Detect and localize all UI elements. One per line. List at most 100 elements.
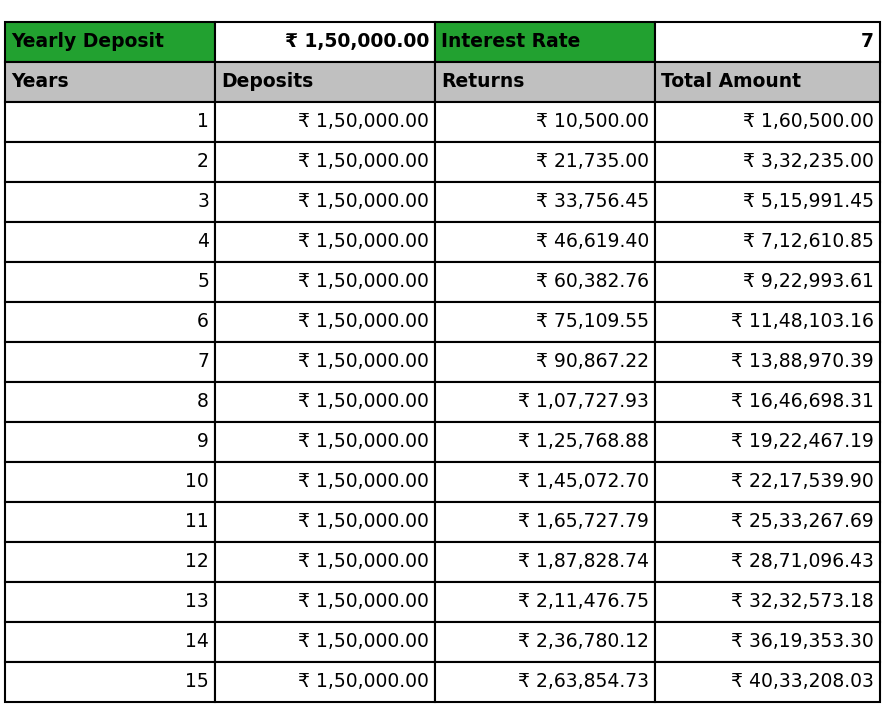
Bar (215, 142, 435, 181)
Bar (435, 101, 655, 142)
Bar (655, 22, 880, 61)
Bar (435, 662, 655, 701)
Bar (5, 502, 215, 542)
Bar (655, 142, 880, 181)
Bar (655, 262, 880, 301)
Bar (435, 341, 655, 382)
Text: ₹ 32,32,573.18: ₹ 32,32,573.18 (731, 592, 874, 611)
Text: 7: 7 (197, 352, 209, 371)
Bar (435, 542, 655, 581)
Bar (215, 262, 435, 301)
Bar (215, 221, 435, 262)
Text: Interest Rate: Interest Rate (441, 32, 581, 51)
Text: ₹ 90,867.22: ₹ 90,867.22 (536, 352, 649, 371)
Text: ₹ 1,50,000.00: ₹ 1,50,000.00 (298, 552, 429, 571)
Bar (655, 542, 880, 581)
Bar (655, 101, 880, 142)
Text: ₹ 19,22,467.19: ₹ 19,22,467.19 (731, 432, 874, 451)
Bar (435, 22, 655, 61)
Text: ₹ 1,50,000.00: ₹ 1,50,000.00 (298, 112, 429, 131)
Bar (5, 262, 215, 301)
Text: ₹ 1,50,000.00: ₹ 1,50,000.00 (298, 472, 429, 491)
Bar (215, 301, 435, 341)
Text: ₹ 1,50,000.00: ₹ 1,50,000.00 (298, 352, 429, 371)
Text: ₹ 1,50,000.00: ₹ 1,50,000.00 (298, 232, 429, 251)
Bar (435, 382, 655, 422)
Text: ₹ 1,50,000.00: ₹ 1,50,000.00 (298, 392, 429, 411)
Text: 14: 14 (185, 632, 209, 651)
Text: ₹ 1,50,000.00: ₹ 1,50,000.00 (298, 592, 429, 611)
Text: Yearly Deposit: Yearly Deposit (11, 32, 164, 51)
Text: 12: 12 (185, 552, 209, 571)
Bar (435, 262, 655, 301)
Text: ₹ 2,11,476.75: ₹ 2,11,476.75 (518, 592, 649, 611)
Bar (215, 181, 435, 221)
Text: ₹ 13,88,970.39: ₹ 13,88,970.39 (731, 352, 874, 371)
Bar (435, 221, 655, 262)
Text: ₹ 22,17,539.90: ₹ 22,17,539.90 (731, 472, 874, 491)
Bar (215, 581, 435, 622)
Bar (435, 181, 655, 221)
Bar (215, 461, 435, 502)
Bar (5, 461, 215, 502)
Bar (435, 461, 655, 502)
Bar (5, 181, 215, 221)
Bar (5, 61, 215, 101)
Bar (215, 422, 435, 461)
Bar (655, 221, 880, 262)
Bar (655, 581, 880, 622)
Bar (215, 662, 435, 701)
Bar (655, 622, 880, 662)
Text: ₹ 1,87,828.74: ₹ 1,87,828.74 (518, 552, 649, 571)
Text: 11: 11 (185, 512, 209, 531)
Bar (5, 22, 215, 61)
Bar (215, 101, 435, 142)
Text: ₹ 1,50,000.00: ₹ 1,50,000.00 (298, 672, 429, 691)
Text: ₹ 75,109.55: ₹ 75,109.55 (536, 312, 649, 331)
Bar (5, 142, 215, 181)
Text: ₹ 28,71,096.43: ₹ 28,71,096.43 (731, 552, 874, 571)
Text: ₹ 2,63,854.73: ₹ 2,63,854.73 (518, 672, 649, 691)
Bar (655, 662, 880, 701)
Bar (215, 22, 435, 61)
Bar (215, 502, 435, 542)
Text: ₹ 1,45,072.70: ₹ 1,45,072.70 (518, 472, 649, 491)
Text: 4: 4 (197, 232, 209, 251)
Text: Years: Years (11, 72, 69, 91)
Text: ₹ 21,735.00: ₹ 21,735.00 (536, 152, 649, 171)
Text: ₹ 10,500.00: ₹ 10,500.00 (536, 112, 649, 131)
Bar (435, 142, 655, 181)
Bar (5, 301, 215, 341)
Text: ₹ 1,50,000.00: ₹ 1,50,000.00 (298, 312, 429, 331)
Bar (5, 422, 215, 461)
Text: ₹ 9,22,993.61: ₹ 9,22,993.61 (743, 272, 874, 291)
Bar (5, 382, 215, 422)
Text: ₹ 60,382.76: ₹ 60,382.76 (536, 272, 649, 291)
Bar (655, 301, 880, 341)
Bar (5, 101, 215, 142)
Text: 2: 2 (197, 152, 209, 171)
Text: ₹ 3,32,235.00: ₹ 3,32,235.00 (743, 152, 874, 171)
Text: ₹ 1,50,000.00: ₹ 1,50,000.00 (298, 512, 429, 531)
Bar (215, 542, 435, 581)
Bar (5, 622, 215, 662)
Bar (655, 341, 880, 382)
Text: ₹ 1,50,000.00: ₹ 1,50,000.00 (298, 632, 429, 651)
Bar (5, 662, 215, 701)
Bar (655, 382, 880, 422)
Text: 3: 3 (197, 192, 209, 211)
Text: Returns: Returns (441, 72, 525, 91)
Bar (435, 301, 655, 341)
Text: ₹ 33,756.45: ₹ 33,756.45 (536, 192, 649, 211)
Text: ₹ 1,50,000.00: ₹ 1,50,000.00 (298, 192, 429, 211)
Text: 9: 9 (197, 432, 209, 451)
Text: ₹ 1,50,000.00: ₹ 1,50,000.00 (285, 32, 429, 51)
Text: ₹ 1,60,500.00: ₹ 1,60,500.00 (743, 112, 874, 131)
Text: ₹ 1,50,000.00: ₹ 1,50,000.00 (298, 152, 429, 171)
Bar (435, 622, 655, 662)
Text: 10: 10 (185, 472, 209, 491)
Bar (435, 61, 655, 101)
Text: ₹ 2,36,780.12: ₹ 2,36,780.12 (518, 632, 649, 651)
Text: ₹ 1,07,727.93: ₹ 1,07,727.93 (518, 392, 649, 411)
Text: 13: 13 (185, 592, 209, 611)
